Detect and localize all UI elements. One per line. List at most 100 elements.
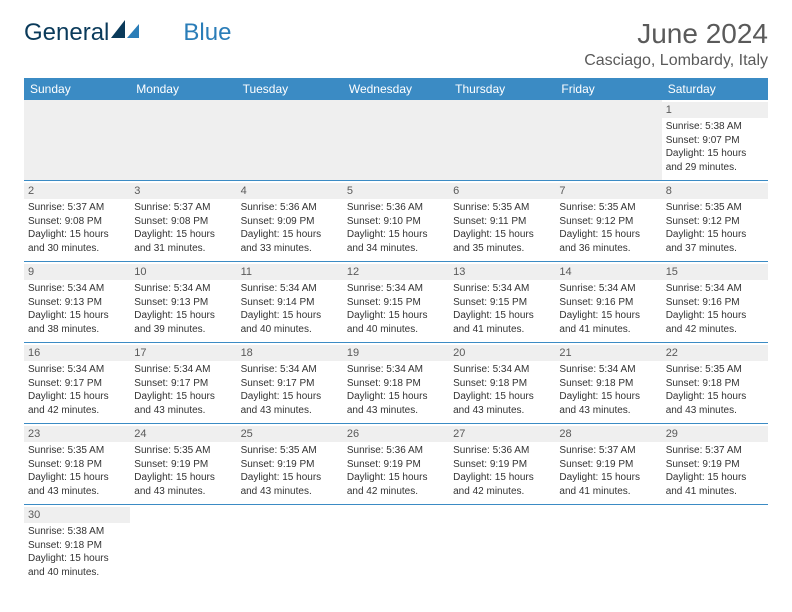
day-number: 28 [555, 426, 661, 442]
sunrise-text: Sunrise: 5:37 AM [134, 201, 232, 215]
sunrise-text: Sunrise: 5:34 AM [453, 282, 551, 296]
day-number: 3 [130, 183, 236, 199]
sunrise-text: Sunrise: 5:35 AM [559, 201, 657, 215]
weekday-header-row: Sunday Monday Tuesday Wednesday Thursday… [24, 78, 768, 100]
daylight-text: Daylight: 15 hours [666, 471, 764, 485]
sunrise-text: Sunrise: 5:36 AM [241, 201, 339, 215]
calendar-day-cell: 4Sunrise: 5:36 AMSunset: 9:09 PMDaylight… [237, 181, 343, 262]
day-number: 5 [343, 183, 449, 199]
header: General Blue June 2024 Casciago, Lombard… [24, 18, 768, 70]
calendar-day-cell [237, 505, 343, 586]
day-number: 9 [24, 264, 130, 280]
daylight-text: and 40 minutes. [28, 566, 126, 580]
sunset-text: Sunset: 9:19 PM [666, 458, 764, 472]
day-number: 25 [237, 426, 343, 442]
daylight-text: and 39 minutes. [134, 323, 232, 337]
sunset-text: Sunset: 9:18 PM [28, 458, 126, 472]
calendar-day-cell: 18Sunrise: 5:34 AMSunset: 9:17 PMDayligh… [237, 343, 343, 424]
calendar-week-row: 23Sunrise: 5:35 AMSunset: 9:18 PMDayligh… [24, 424, 768, 505]
daylight-text: Daylight: 15 hours [347, 471, 445, 485]
daylight-text: and 31 minutes. [134, 242, 232, 256]
daylight-text: and 43 minutes. [28, 485, 126, 499]
sunrise-text: Sunrise: 5:37 AM [666, 444, 764, 458]
daylight-text: and 43 minutes. [241, 485, 339, 499]
calendar-day-cell: 19Sunrise: 5:34 AMSunset: 9:18 PMDayligh… [343, 343, 449, 424]
daylight-text: Daylight: 15 hours [453, 471, 551, 485]
sunrise-text: Sunrise: 5:34 AM [241, 282, 339, 296]
daylight-text: Daylight: 15 hours [559, 309, 657, 323]
calendar-day-cell: 14Sunrise: 5:34 AMSunset: 9:16 PMDayligh… [555, 262, 661, 343]
daylight-text: and 43 minutes. [134, 404, 232, 418]
calendar-week-row: 2Sunrise: 5:37 AMSunset: 9:08 PMDaylight… [24, 181, 768, 262]
day-number: 26 [343, 426, 449, 442]
calendar-day-cell: 17Sunrise: 5:34 AMSunset: 9:17 PMDayligh… [130, 343, 236, 424]
daylight-text: and 40 minutes. [347, 323, 445, 337]
daylight-text: Daylight: 15 hours [28, 471, 126, 485]
calendar-day-cell: 1Sunrise: 5:38 AMSunset: 9:07 PMDaylight… [662, 100, 768, 181]
daylight-text: and 30 minutes. [28, 242, 126, 256]
day-number: 1 [662, 102, 768, 118]
calendar-day-cell: 12Sunrise: 5:34 AMSunset: 9:15 PMDayligh… [343, 262, 449, 343]
daylight-text: Daylight: 15 hours [241, 309, 339, 323]
daylight-text: Daylight: 15 hours [134, 390, 232, 404]
calendar-day-cell [130, 100, 236, 181]
daylight-text: and 37 minutes. [666, 242, 764, 256]
calendar-day-cell [343, 100, 449, 181]
daylight-text: and 42 minutes. [666, 323, 764, 337]
sunrise-text: Sunrise: 5:35 AM [241, 444, 339, 458]
calendar-day-cell: 7Sunrise: 5:35 AMSunset: 9:12 PMDaylight… [555, 181, 661, 262]
daylight-text: and 43 minutes. [134, 485, 232, 499]
daylight-text: and 43 minutes. [559, 404, 657, 418]
calendar-day-cell [130, 505, 236, 586]
sunrise-text: Sunrise: 5:37 AM [559, 444, 657, 458]
day-number: 19 [343, 345, 449, 361]
calendar-day-cell: 23Sunrise: 5:35 AMSunset: 9:18 PMDayligh… [24, 424, 130, 505]
sunset-text: Sunset: 9:08 PM [134, 215, 232, 229]
daylight-text: and 38 minutes. [28, 323, 126, 337]
day-number: 22 [662, 345, 768, 361]
sunrise-text: Sunrise: 5:37 AM [28, 201, 126, 215]
daylight-text: Daylight: 15 hours [347, 390, 445, 404]
sunset-text: Sunset: 9:09 PM [241, 215, 339, 229]
sunrise-text: Sunrise: 5:38 AM [28, 525, 126, 539]
location-label: Casciago, Lombardy, Italy [584, 52, 768, 70]
sunset-text: Sunset: 9:17 PM [28, 377, 126, 391]
sunrise-text: Sunrise: 5:36 AM [347, 444, 445, 458]
day-number: 10 [130, 264, 236, 280]
calendar-day-cell: 2Sunrise: 5:37 AMSunset: 9:08 PMDaylight… [24, 181, 130, 262]
sunrise-text: Sunrise: 5:34 AM [453, 363, 551, 377]
sunrise-text: Sunrise: 5:38 AM [666, 120, 764, 134]
daylight-text: Daylight: 15 hours [28, 390, 126, 404]
daylight-text: and 43 minutes. [666, 404, 764, 418]
day-number: 16 [24, 345, 130, 361]
daylight-text: Daylight: 15 hours [28, 552, 126, 566]
calendar-day-cell: 30Sunrise: 5:38 AMSunset: 9:18 PMDayligh… [24, 505, 130, 586]
sunset-text: Sunset: 9:19 PM [347, 458, 445, 472]
daylight-text: Daylight: 15 hours [134, 309, 232, 323]
daylight-text: and 34 minutes. [347, 242, 445, 256]
sunset-text: Sunset: 9:19 PM [241, 458, 339, 472]
sunset-text: Sunset: 9:12 PM [559, 215, 657, 229]
month-title: June 2024 [584, 18, 768, 50]
day-number: 7 [555, 183, 661, 199]
daylight-text: and 42 minutes. [347, 485, 445, 499]
calendar-day-cell: 25Sunrise: 5:35 AMSunset: 9:19 PMDayligh… [237, 424, 343, 505]
weekday-header: Thursday [449, 78, 555, 100]
weekday-header: Monday [130, 78, 236, 100]
daylight-text: and 41 minutes. [666, 485, 764, 499]
day-number: 12 [343, 264, 449, 280]
calendar-table: Sunday Monday Tuesday Wednesday Thursday… [24, 78, 768, 585]
sunset-text: Sunset: 9:19 PM [559, 458, 657, 472]
day-number: 24 [130, 426, 236, 442]
calendar-day-cell [555, 505, 661, 586]
sunset-text: Sunset: 9:19 PM [134, 458, 232, 472]
daylight-text: and 35 minutes. [453, 242, 551, 256]
logo-text-blue: Blue [183, 19, 231, 47]
day-number: 13 [449, 264, 555, 280]
daylight-text: and 42 minutes. [453, 485, 551, 499]
sunrise-text: Sunrise: 5:34 AM [134, 282, 232, 296]
daylight-text: Daylight: 15 hours [347, 228, 445, 242]
daylight-text: and 36 minutes. [559, 242, 657, 256]
sunset-text: Sunset: 9:19 PM [453, 458, 551, 472]
sunrise-text: Sunrise: 5:34 AM [28, 363, 126, 377]
